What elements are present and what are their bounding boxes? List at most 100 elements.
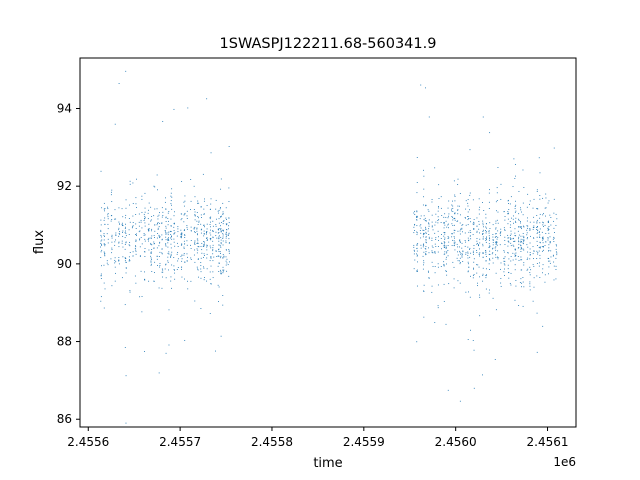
data-point [470,252,472,254]
data-point [206,257,208,259]
data-point [420,244,422,246]
data-point [212,253,214,255]
data-point [553,220,555,222]
data-point [174,232,176,234]
data-point [190,248,192,249]
data-point [111,201,113,203]
data-point [522,281,524,283]
data-point [100,296,102,298]
data-point [537,225,538,227]
data-point [129,180,131,182]
data-point [180,219,182,221]
data-point [448,215,449,217]
data-point [226,262,228,264]
data-point [100,242,102,244]
data-point [180,237,182,238]
data-point [457,205,459,207]
data-point [461,253,463,255]
data-point [423,230,425,231]
data-point [129,241,131,243]
data-point [218,244,220,246]
data-point [424,248,426,250]
data-point [482,234,483,235]
data-point [485,250,487,252]
data-point [181,236,182,238]
data-point [489,245,491,247]
data-point [492,244,494,246]
data-point [209,278,211,280]
data-point [438,198,440,199]
data-point [539,277,541,278]
data-point [225,232,227,234]
data-point [469,247,471,249]
data-point [194,240,196,242]
data-point [423,291,425,292]
data-point [533,265,535,267]
data-point [148,238,150,240]
data-point [476,230,478,232]
data-point [538,246,540,248]
data-point [167,238,169,240]
data-point [459,250,460,252]
data-point [210,256,212,257]
data-point [467,237,469,239]
data-point [479,238,481,240]
data-point [472,223,474,225]
data-point [488,232,490,234]
data-point [473,387,475,389]
data-point [520,226,522,228]
data-point [521,259,523,261]
data-point [413,246,415,248]
data-point [423,284,425,286]
data-point [459,233,461,235]
data-point [154,237,155,238]
data-point [416,244,418,246]
data-point [529,221,531,223]
data-point [532,300,534,302]
data-point [539,247,541,249]
data-point [187,280,188,282]
data-point [473,222,475,224]
data-point [196,220,198,222]
data-point [485,226,487,228]
data-point [469,218,471,220]
data-point [135,197,137,199]
data-point [423,218,425,220]
data-point [215,218,217,220]
data-point [520,248,522,250]
data-point [518,191,520,192]
data-point [456,209,458,211]
data-point [181,276,183,278]
data-point [159,222,161,224]
data-point [165,264,167,266]
data-point [428,210,430,212]
data-point [437,251,439,253]
data-point [111,189,113,191]
data-point [482,273,484,275]
data-point [110,191,112,193]
data-point [503,250,505,252]
data-point [529,274,531,276]
data-point [223,220,225,222]
data-point [464,217,466,219]
data-point [496,187,498,189]
data-point [488,253,490,255]
data-point [204,226,205,228]
data-point [473,261,475,263]
data-point [469,149,471,151]
data-point [158,245,160,247]
data-point [197,202,198,204]
data-point [106,262,108,264]
data-point [462,224,464,226]
data-point [217,284,219,286]
data-point [197,216,199,217]
data-point [196,248,198,250]
data-point [537,253,539,255]
data-point [194,215,196,216]
data-point [222,230,224,231]
data-point [100,240,102,242]
data-point [514,248,516,250]
data-point [542,242,544,244]
data-point [414,259,416,261]
